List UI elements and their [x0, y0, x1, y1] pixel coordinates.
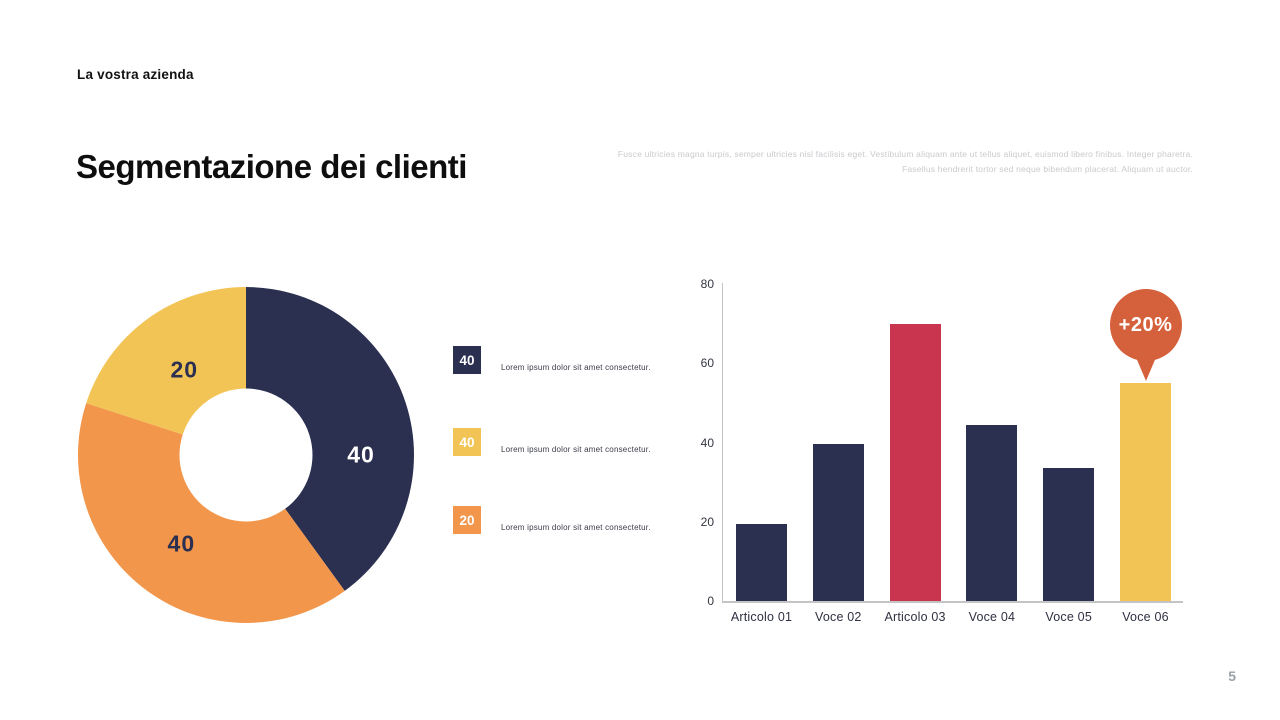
- donut-segment-1: [78, 403, 345, 623]
- callout-label: +20%: [1118, 313, 1173, 336]
- donut-segment-label-1: 40: [167, 530, 196, 557]
- y-tick-label: 0: [707, 594, 714, 608]
- legend-item: 40 Lorem ipsum dolor sit amet consectetu…: [453, 428, 703, 456]
- legend-swatch-orange: 20: [453, 506, 481, 534]
- bar-category-label: Articolo 03: [884, 610, 946, 624]
- donut-legend: 40 Lorem ipsum dolor sit amet consectetu…: [453, 346, 703, 536]
- bar-articolo-03: [889, 323, 941, 601]
- bar-category-label: Voce 06: [1122, 610, 1169, 624]
- y-tick-label: 80: [700, 277, 714, 291]
- legend-item: 40 Lorem ipsum dolor sit amet consectetu…: [453, 346, 703, 374]
- legend-item-label: Lorem ipsum dolor sit amet consectetur.: [501, 363, 651, 372]
- bar-category-label: Articolo 01: [730, 610, 793, 624]
- bar-category-label: Voce 05: [1045, 610, 1092, 624]
- bar-voce-06: [1120, 383, 1171, 601]
- bar-category-label: Voce 04: [968, 610, 1016, 624]
- bar-chart: 0 20 40 60 80 Articolo 01 Voce 02 Articolo 03 Vo…: [690, 275, 1205, 655]
- donut-segment-0: [246, 287, 414, 591]
- legend-item: 20 Lorem ipsum dolor sit amet consectetu…: [453, 506, 703, 534]
- donut-svg: [78, 287, 414, 623]
- intro-line-2: Fasellus hendrerit tortor sed neque bibe…: [901, 164, 1193, 174]
- callout-tail: [1134, 355, 1157, 382]
- bar-voce-04: [966, 424, 1018, 601]
- y-axis-line: [722, 283, 723, 601]
- legend-item-label: Lorem ipsum dolor sit amet consectetur.: [501, 445, 651, 454]
- donut-segment-2: [86, 287, 246, 435]
- y-tick-label: 60: [700, 356, 714, 371]
- intro-paragraph: Fusce ultricies magna turpis, semper ult…: [553, 147, 1193, 177]
- donut-segment-label-2: 20: [170, 356, 199, 383]
- page-title: Segmentazione dei clienti: [76, 148, 467, 185]
- bar-voce-02: [812, 444, 864, 601]
- page-number: 5: [1228, 668, 1236, 684]
- legend-swatch-yellow: 40: [453, 428, 481, 456]
- bar-voce-05: [1043, 468, 1095, 601]
- y-tick-label: 20: [700, 514, 714, 529]
- legend-swatch-navy: 40: [453, 346, 481, 374]
- donut-segment-label-0: 40: [347, 441, 375, 468]
- intro-line-1: Fusce ultricies magna turpis, semper ult…: [617, 149, 1193, 159]
- brand-label: La vostra azienda: [77, 67, 194, 82]
- donut-chart: 40 40 20: [78, 287, 414, 623]
- annotation-callout: +20%: [1109, 289, 1182, 362]
- y-tick-label: 40: [700, 435, 714, 450]
- x-axis-line: [722, 601, 1183, 603]
- bar-articolo-01: [736, 523, 787, 601]
- bar-category-label: Voce 02: [815, 610, 862, 624]
- legend-item-label: Lorem ipsum dolor sit amet consectetur.: [501, 523, 651, 532]
